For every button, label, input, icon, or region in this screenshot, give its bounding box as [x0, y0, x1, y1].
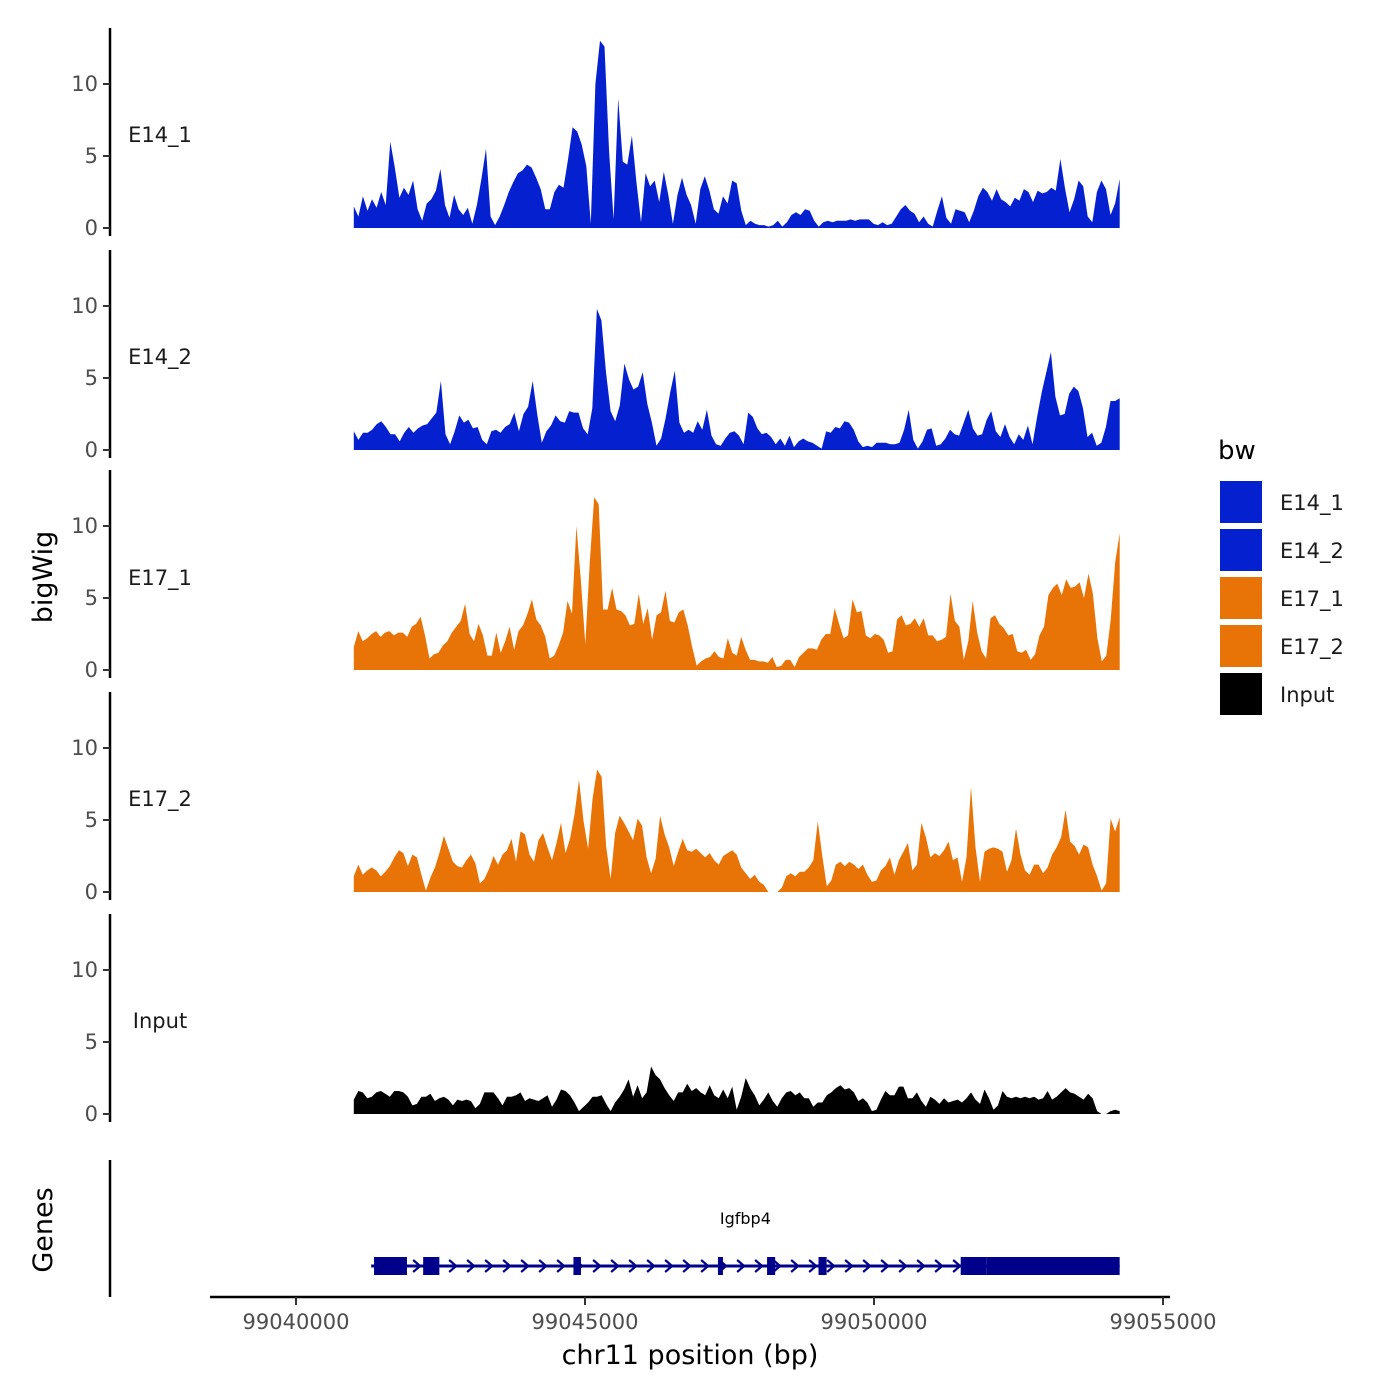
panel-e14-1: 0 5 10 E14_1	[71, 28, 1120, 240]
signal-area	[353, 308, 1120, 450]
legend-label: E14_2	[1280, 539, 1344, 564]
exon	[374, 1257, 407, 1275]
x-axis-title: chr11 position (bp)	[562, 1340, 819, 1371]
strand-arrow	[556, 1259, 566, 1273]
x-tick-label: 99055000	[1110, 1310, 1217, 1334]
strand-arrow	[790, 1259, 800, 1273]
legend-key	[1218, 623, 1264, 669]
legend-label: E17_1	[1280, 587, 1344, 612]
strand-arrow	[844, 1259, 854, 1273]
strand-arrow	[466, 1259, 476, 1273]
x-tick-label: 99045000	[532, 1310, 639, 1334]
strand-arrow	[502, 1259, 512, 1273]
legend-key	[1218, 575, 1264, 621]
y-tick-label: 5	[85, 1030, 98, 1054]
exon	[960, 1257, 987, 1275]
y-tick-label: 5	[85, 366, 98, 390]
strand-arrow	[664, 1259, 674, 1273]
y-tick-label: 10	[71, 72, 98, 96]
panel-e17-2: 0 5 10 E17_2	[71, 692, 1120, 904]
exon	[573, 1257, 581, 1275]
y-tick-label: 0	[85, 658, 98, 682]
y-tick-label: 5	[85, 808, 98, 832]
track-label: E17_2	[128, 787, 192, 812]
strand-arrow	[862, 1259, 872, 1273]
genes-axis-title: Genes	[28, 1187, 59, 1272]
y-tick-label: 5	[85, 144, 98, 168]
signal-area	[353, 497, 1120, 670]
strand-arrow	[646, 1259, 656, 1273]
panel-e17-1: 0 5 10 E17_1	[71, 470, 1120, 682]
strand-arrow	[934, 1259, 944, 1273]
strand-arrow	[520, 1259, 530, 1273]
strand-arrow	[700, 1259, 710, 1273]
strand-arrow	[898, 1259, 908, 1273]
legend-key	[1218, 671, 1264, 717]
strand-arrow	[538, 1259, 548, 1273]
signal-area	[353, 769, 1120, 892]
y-tick-label: 10	[71, 958, 98, 982]
track-label: Input	[133, 1009, 187, 1033]
strand-arrow	[592, 1259, 602, 1273]
legend-label: E14_1	[1280, 491, 1344, 516]
track-label: E17_1	[128, 566, 192, 591]
exon	[986, 1257, 1120, 1275]
y-tick-label: 0	[85, 438, 98, 462]
exon	[423, 1257, 440, 1275]
signal-area	[353, 40, 1120, 228]
strand-arrow	[412, 1259, 422, 1273]
legend: bw E14_1 E14_2 E17_1 E17_2 Input	[1218, 436, 1344, 717]
strand-arrow	[880, 1259, 890, 1273]
gene-label: Igfbp4	[720, 1209, 771, 1228]
strand-arrow	[952, 1259, 962, 1273]
strand-arrow	[772, 1259, 782, 1273]
bigwig-panels: 0 5 10 E14_1 0 5 10 E14_2 0 5 10 E17_1 0 5 10 E17_2 0 5 10…	[71, 28, 1120, 1126]
panel-input: 0 5 10 Input	[71, 914, 1120, 1126]
exon	[818, 1257, 827, 1275]
track-label: E14_1	[128, 123, 192, 148]
x-tick-label: 99040000	[243, 1310, 350, 1334]
y-tick-label: 10	[71, 736, 98, 760]
legend-key	[1218, 479, 1264, 525]
strand-arrow	[628, 1259, 638, 1273]
x-axis: 99040000 99045000 99050000 99055000	[210, 1295, 1217, 1334]
signal-area	[353, 1066, 1120, 1114]
strand-arrow	[682, 1259, 692, 1273]
y-tick-label: 10	[71, 514, 98, 538]
y-tick-label: 5	[85, 586, 98, 610]
exon	[767, 1257, 776, 1275]
y-tick-label: 0	[85, 216, 98, 240]
legend-label: Input	[1280, 683, 1334, 707]
legend-key	[1218, 527, 1264, 573]
strand-arrow	[736, 1259, 746, 1273]
exon	[717, 1257, 723, 1275]
gene-model	[371, 1257, 1120, 1275]
strand-arrow	[808, 1259, 818, 1273]
genes-track: Igfbp4	[108, 1160, 1120, 1297]
strand-arrow	[610, 1259, 620, 1273]
legend-label: E17_2	[1280, 635, 1344, 660]
y-tick-label: 0	[85, 1102, 98, 1126]
y-axis-title: bigWig	[28, 531, 59, 624]
y-tick-label: 0	[85, 880, 98, 904]
panel-e14-2: 0 5 10 E14_2	[71, 250, 1120, 462]
strand-arrow	[754, 1259, 764, 1273]
legend-title: bw	[1218, 436, 1256, 466]
y-tick-label: 10	[71, 294, 98, 318]
strand-arrow	[916, 1259, 926, 1273]
x-tick-label: 99050000	[821, 1310, 928, 1334]
strand-arrow	[448, 1259, 458, 1273]
strand-arrow	[484, 1259, 494, 1273]
track-label: E14_2	[128, 345, 192, 370]
strand-arrow	[826, 1259, 836, 1273]
